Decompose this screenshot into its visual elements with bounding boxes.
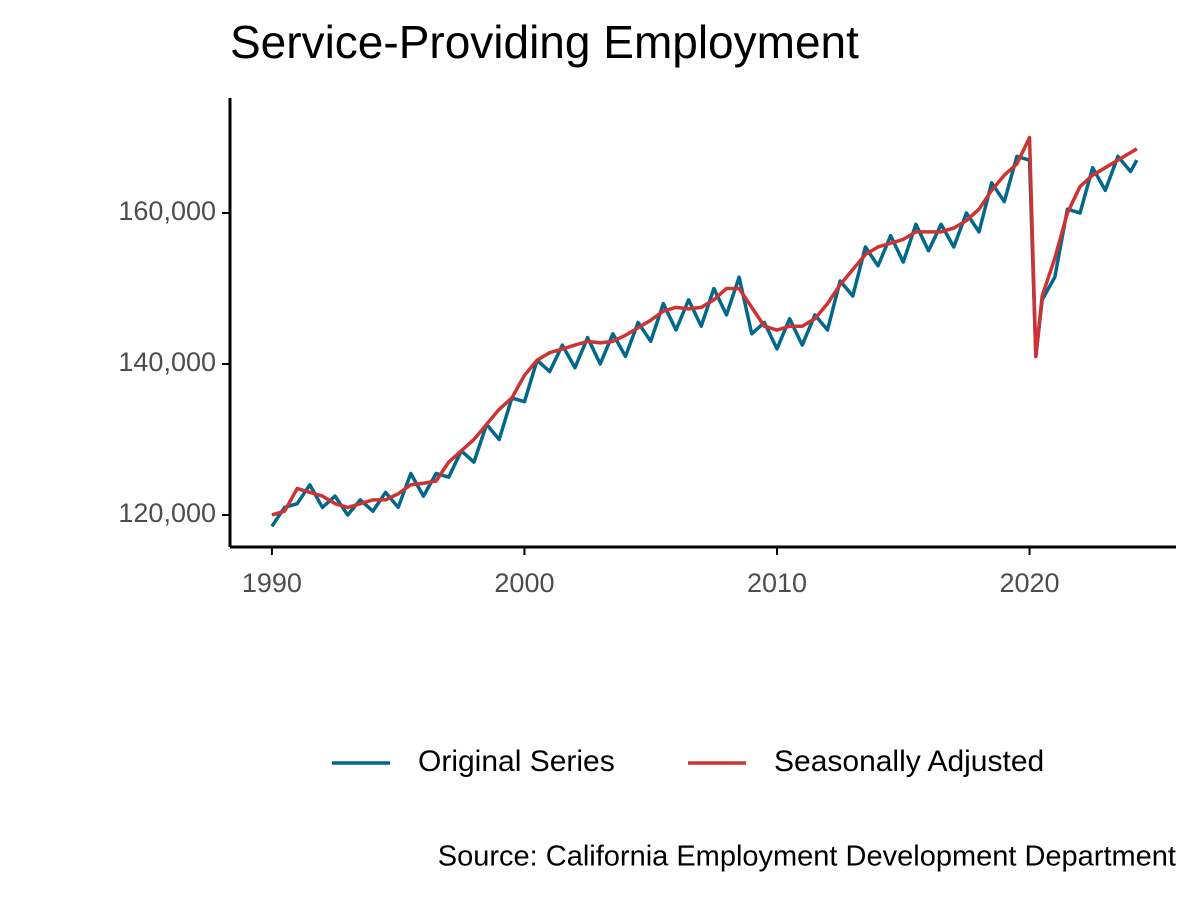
x-tick-label: 2010 bbox=[747, 568, 807, 598]
x-tick-label: 1990 bbox=[242, 568, 302, 598]
chart-title: Service-Providing Employment bbox=[230, 16, 859, 68]
series-line bbox=[270, 154, 1139, 528]
legend-label: Seasonally Adjusted bbox=[774, 745, 1044, 778]
caption: Source: California Employment Developmen… bbox=[438, 841, 1176, 873]
y-tick-label: 120,000 bbox=[118, 498, 216, 528]
x-tick-label: 2000 bbox=[494, 568, 554, 598]
series-line bbox=[271, 135, 1138, 517]
legend-label: Original Series bbox=[418, 745, 615, 778]
y-tick-label: 140,000 bbox=[118, 347, 216, 377]
x-tick-label: 2020 bbox=[999, 568, 1059, 598]
y-tick-label: 160,000 bbox=[118, 196, 216, 226]
